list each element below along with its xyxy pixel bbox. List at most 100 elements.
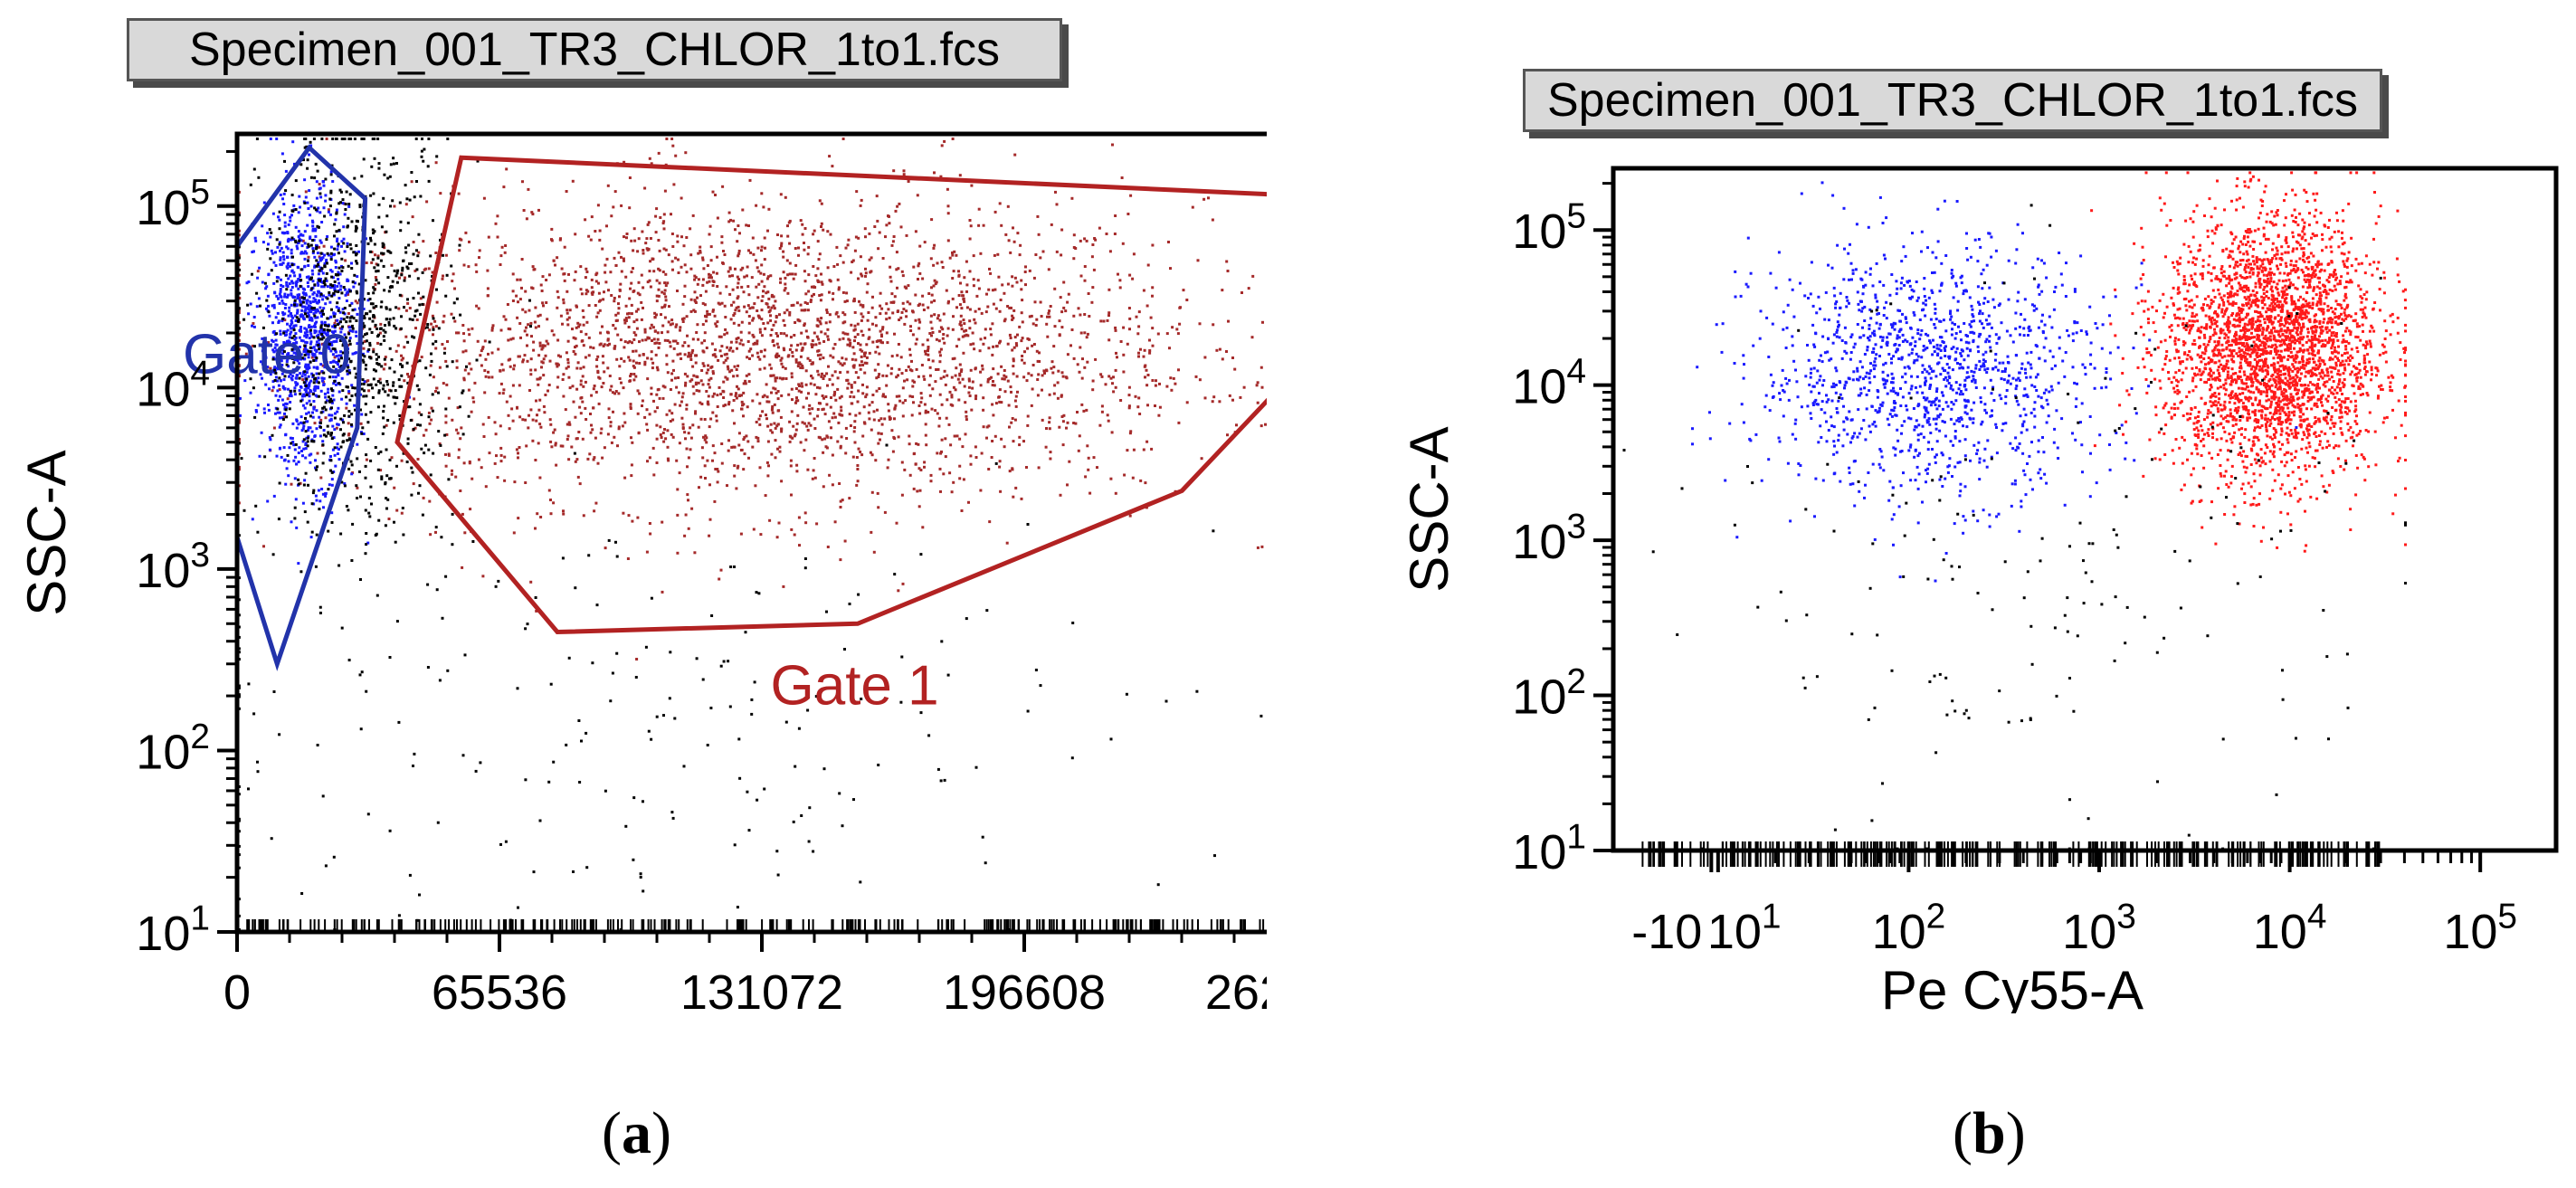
event-point <box>907 180 910 183</box>
event-point <box>289 436 292 440</box>
event-point <box>1136 405 1140 409</box>
event-point <box>404 251 408 254</box>
event-point <box>287 293 290 297</box>
event-point <box>687 344 690 347</box>
event-point <box>1079 239 1082 242</box>
event-point <box>755 204 758 207</box>
event-point <box>301 339 305 343</box>
event-point <box>268 314 271 318</box>
event-point <box>900 372 904 375</box>
event-point <box>327 529 330 533</box>
event-point <box>650 386 653 390</box>
event-point <box>290 252 293 255</box>
event-point <box>481 346 485 349</box>
event-point <box>965 418 968 422</box>
event-point <box>712 271 716 274</box>
event-point <box>1060 394 1063 398</box>
event-point <box>837 288 841 291</box>
event-point <box>316 380 319 384</box>
event-point <box>298 336 301 339</box>
event-point <box>963 385 966 388</box>
event-point <box>363 340 366 343</box>
event-point <box>831 453 834 457</box>
event-point <box>584 356 587 359</box>
event-point <box>614 319 618 322</box>
event-point <box>1215 348 1219 352</box>
event-point <box>648 413 651 416</box>
event-point <box>444 253 448 257</box>
event-point <box>372 350 375 354</box>
event-point <box>857 236 860 240</box>
event-point <box>529 580 533 584</box>
event-point <box>507 338 510 342</box>
event-point <box>875 195 879 198</box>
event-point <box>705 371 708 375</box>
event-point <box>547 342 550 346</box>
event-point <box>708 385 711 389</box>
event-point <box>853 339 856 343</box>
event-point <box>1155 379 1157 383</box>
event-point <box>289 265 291 268</box>
event-point <box>906 378 909 382</box>
event-point <box>879 304 882 308</box>
event-point <box>715 419 718 423</box>
event-point <box>389 204 392 208</box>
event-point <box>307 311 309 315</box>
event-point <box>486 294 490 298</box>
event-point <box>249 377 252 381</box>
event-point <box>328 293 331 297</box>
event-point <box>401 266 404 270</box>
event-point <box>1021 358 1023 362</box>
event-point <box>702 350 706 354</box>
event-point <box>309 350 312 354</box>
event-point <box>346 242 349 245</box>
event-point <box>304 195 308 199</box>
event-point <box>739 268 743 271</box>
event-point <box>290 286 294 289</box>
event-point <box>881 326 885 329</box>
event-point <box>733 474 737 478</box>
event-point <box>574 346 576 349</box>
event-point <box>813 427 817 430</box>
event-point <box>371 395 375 399</box>
event-point <box>609 424 613 428</box>
event-point <box>951 253 955 257</box>
event-point <box>348 371 352 375</box>
event-point <box>312 405 316 409</box>
event-point <box>339 532 343 536</box>
event-point <box>836 262 840 266</box>
event-point <box>309 214 312 217</box>
event-point <box>590 286 594 290</box>
event-point <box>934 380 937 384</box>
event-point <box>778 376 782 380</box>
event-point <box>658 342 661 345</box>
event-point <box>1026 347 1030 350</box>
event-point <box>290 289 293 292</box>
event-point <box>794 401 797 404</box>
event-point <box>741 343 745 347</box>
event-point <box>322 336 326 339</box>
event-point <box>770 293 774 297</box>
event-point <box>316 281 319 285</box>
event-point <box>1018 435 1022 439</box>
event-point <box>614 313 618 317</box>
event-point <box>958 477 962 480</box>
event-point <box>445 273 449 277</box>
event-point <box>638 362 642 365</box>
event-point <box>263 348 267 352</box>
event-point <box>288 309 291 313</box>
event-point <box>499 263 502 266</box>
event-point <box>998 341 1001 345</box>
event-point <box>968 327 972 330</box>
event-point <box>790 304 794 308</box>
event-point <box>359 431 363 434</box>
event-point <box>563 279 566 282</box>
event-point <box>534 459 537 461</box>
event-point <box>388 388 391 392</box>
event-point <box>408 198 412 202</box>
event-point <box>708 483 711 487</box>
event-point <box>616 444 619 448</box>
event-point <box>748 307 752 310</box>
event-point <box>375 594 379 597</box>
event-point <box>1091 379 1095 383</box>
